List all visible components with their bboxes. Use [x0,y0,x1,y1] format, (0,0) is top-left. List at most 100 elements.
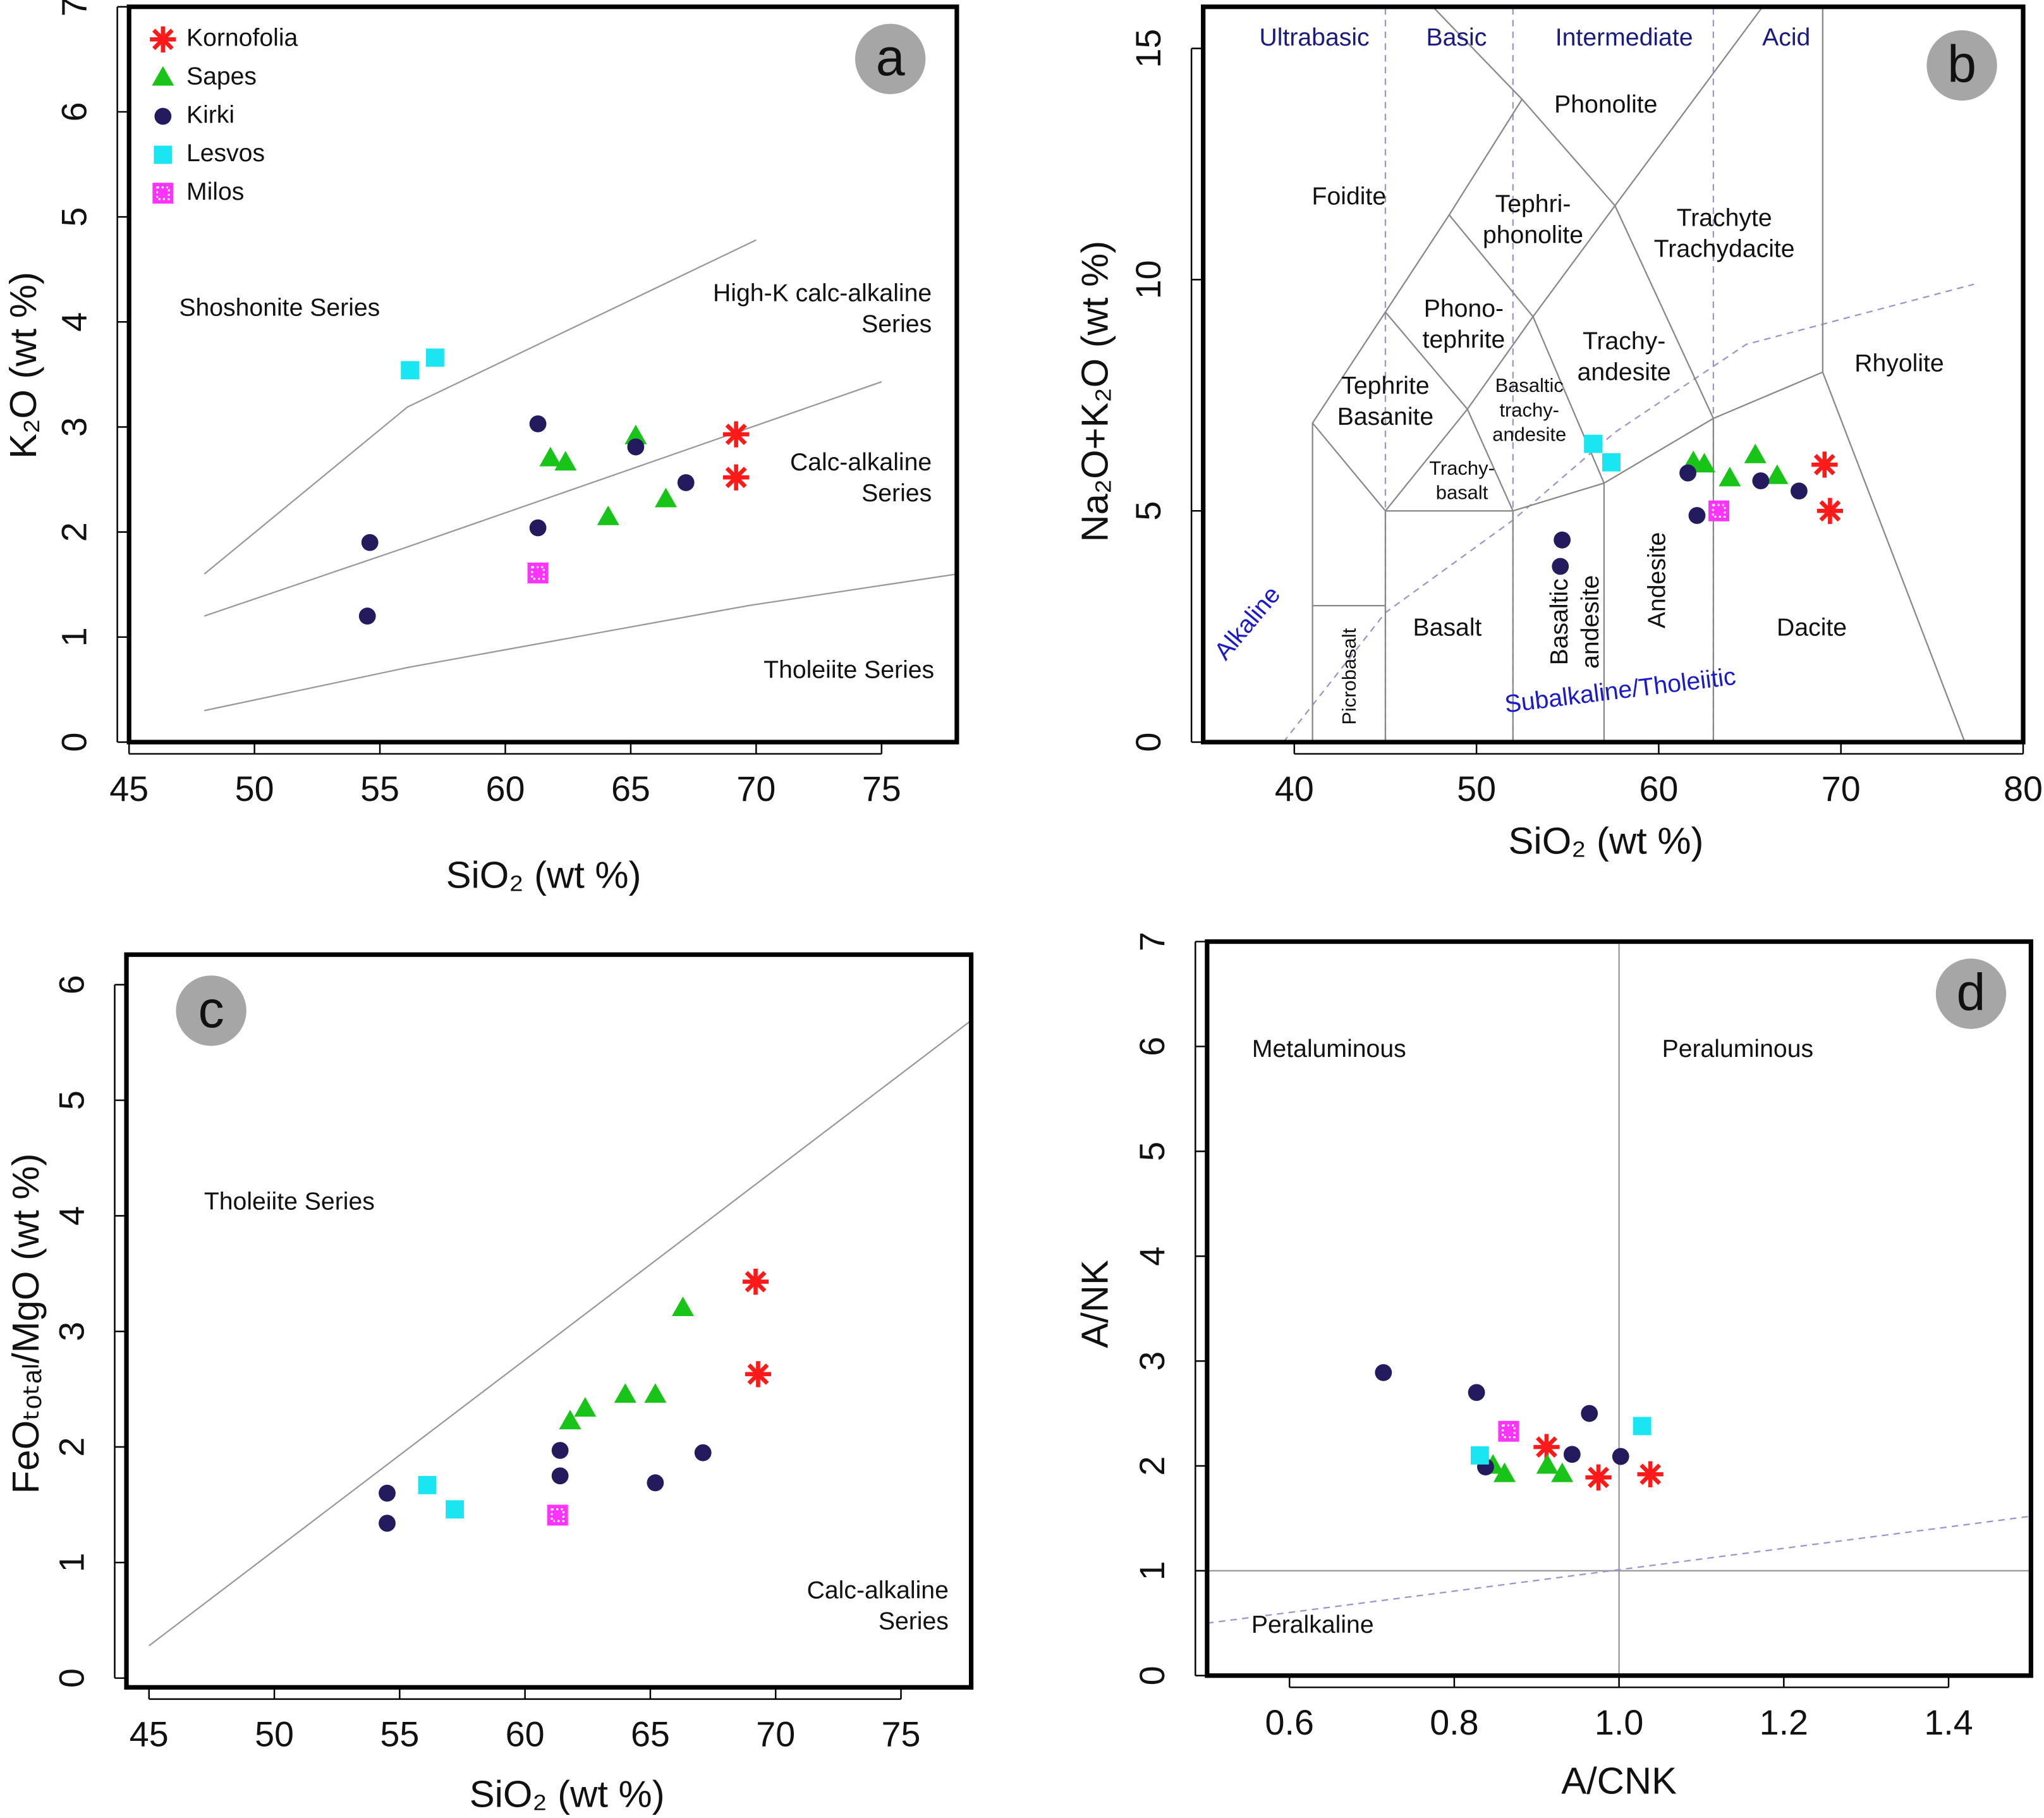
annotation-line: trachy- [1499,399,1559,421]
x-tick-label: 70 [1822,769,1861,808]
marker [723,464,750,491]
x-tick-label: 60 [486,769,525,808]
marker [1585,1464,1612,1491]
annotation-line: Tephrite [1341,373,1429,400]
y-tick-label: 2 [52,1437,91,1457]
marker [745,1361,772,1388]
x-tick-label: 70 [756,1714,795,1754]
marker [624,424,647,444]
annotation-line: Alkaline [1210,582,1286,666]
annotation-line: Series [879,1608,949,1635]
annotation-line: Phonolite [1554,91,1657,118]
marker-body [547,1504,568,1526]
marker [742,1268,769,1295]
marker-body [1708,500,1730,522]
x-tick-label: 1.0 [1595,1703,1643,1742]
marker [361,534,379,551]
annotation-line: High-K calc-alkaline [713,280,932,307]
marker [527,562,549,583]
annotation-line: basalt [1436,482,1488,504]
marker [1498,1420,1519,1442]
y-tick-label: 3 [1133,1351,1172,1371]
annotation: Acid [1762,24,1810,51]
panel: Metaluminous Peraluminous Peralkaline 0.6 0.… [1073,932,2033,1802]
annotation: Calc-alkaline Series [790,449,932,507]
marker-dots [155,186,170,200]
annotation-line: Ultrabasic [1259,24,1369,51]
annotation: High-K calc-alkaline Series [713,280,932,338]
y-axis-label: K₂O (wt %) [2,272,44,459]
annotation: Ultrabasic [1259,24,1369,51]
annotation-line: Tephri- [1495,191,1571,218]
legend-marker [154,145,173,164]
y-tick-label: 0 [54,733,94,752]
annotation: Picrobasalt [1338,628,1360,724]
marker [574,1397,597,1417]
annotation-line: Intermediate [1555,24,1693,51]
marker-body [527,562,549,583]
y-tick-label: 3 [54,417,94,437]
annotation-line: Basalt [1413,614,1482,642]
legend-marker [152,183,174,204]
x-tick-label: 0.6 [1265,1703,1314,1742]
annotation: Phonolite [1554,91,1657,118]
y-tick-label: 4 [1133,1247,1172,1266]
y-tick-label: 6 [54,102,94,121]
y-tick-label: 2 [54,522,94,542]
annotation-line: Peraluminous [1662,1035,1814,1063]
marker-body [1498,1420,1519,1442]
annotation: Tholeiite Series [204,1188,375,1216]
annotation-line: Tholeiite Series [763,657,934,684]
annotation: Metaluminous [1252,1035,1406,1063]
annotation-line: Series [861,480,932,507]
panel: Ultrabasic Basic Intermediate Acid Phonolite… [1073,4,2043,862]
annotation: Tephri-phonolite [1483,191,1583,249]
x-tick-label: 65 [631,1714,670,1754]
annotation-line: tephrite [1423,326,1506,353]
annotation-line: Subalkaline/Tholeiitic [1503,663,1737,719]
boundary-line [204,381,882,617]
y-tick-label: 0 [1133,1666,1172,1685]
annotation-line: Phono- [1424,295,1504,322]
marker [425,348,444,367]
panel-label: c [198,980,224,1039]
boundary-line [1614,6,1763,207]
plot-frame [1201,4,2026,745]
marker [694,1444,712,1461]
annotation: Rhyolite [1854,350,1944,377]
y-tick-label: 5 [1133,1142,1172,1161]
annotation: Intermediate [1555,24,1693,51]
marker-dots [551,1508,565,1522]
marker [677,474,695,491]
marker [627,438,645,456]
marker [1790,482,1808,500]
legend-marker [152,66,174,86]
marker [547,1504,568,1526]
boundary-line [204,239,757,575]
boundary-line [1385,311,1605,484]
marker [1552,558,1569,575]
annotation: Tephrite Basanite [1337,373,1433,431]
marker [1719,467,1741,487]
annotation-line: Foidite [1312,183,1387,210]
boundary-line [149,1020,971,1647]
annotation: Peraluminous [1662,1035,1814,1063]
marker [1470,1446,1489,1465]
annotation: Shoshonite Series [179,295,380,322]
annotation: Basalt [1413,614,1482,642]
annotation-line: Peralkaline [1251,1611,1374,1638]
x-tick-label: 45 [130,1714,169,1754]
boundary-line [1449,205,1616,318]
annotation-line: Acid [1762,24,1810,51]
x-tick-label: 60 [506,1714,545,1754]
y-axis-label: FeOₜₒₜₐₗ/MgO (wt %) [4,1154,47,1494]
annotation: Basaltic trachy-andesite [1492,374,1566,445]
marker [529,519,547,537]
marker [1744,443,1767,463]
marker [1493,1462,1516,1482]
marker [551,1442,569,1459]
x-tick-label: 80 [2004,769,2043,808]
x-tick-label: 75 [882,1714,921,1754]
y-tick-label: 0 [1129,733,1168,752]
marker [614,1383,636,1403]
